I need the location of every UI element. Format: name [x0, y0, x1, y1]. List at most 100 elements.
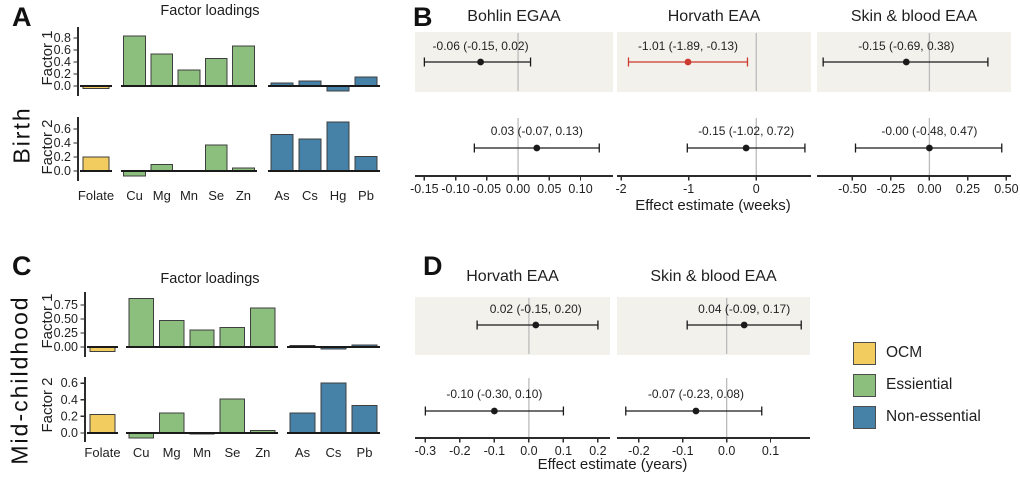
y-tick-label: 0.00	[54, 340, 78, 354]
x-tick-label: 0	[753, 182, 760, 196]
x-category-label: Mn	[180, 188, 198, 203]
estimate-point	[490, 407, 498, 415]
legend-label-non-essential: Non-essential	[886, 408, 981, 425]
bar-Se	[204, 57, 228, 87]
forest-subplot-0: Horvath EAA 0.02 (-0.15, 0.20) -0.10 (-0.3…	[415, 268, 610, 458]
estimate-point	[902, 58, 910, 66]
panel-a-title: Factor loadings	[160, 3, 260, 19]
estimate-annotation: -0.00 (-0.48, 0.47)	[881, 124, 977, 138]
y-tick-label: 0.2	[54, 67, 71, 81]
estimate-annotation: 0.02 (-0.15, 0.20)	[490, 302, 582, 316]
panel-label-b: B	[413, 2, 433, 32]
x-tick-label: 0.1	[555, 444, 572, 458]
forest-subplot-1: Skin & blood EAA 0.04 (-0.09, 0.17) -0.07 …	[617, 268, 810, 458]
bar-As	[270, 134, 294, 172]
x-category-label: Zn	[255, 445, 270, 460]
x-tick-label: 0.05	[537, 182, 561, 196]
estimate-point	[692, 407, 700, 415]
x-category-label: As	[295, 445, 311, 460]
panel-c-midchildhood-factor-loadings: C Factor loadings Mid-childhood 0.00 0.25…	[0, 245, 400, 482]
x-tick-label: 0.25	[956, 182, 980, 196]
panel-b-birth-forest-plots: B Effect estimate (weeks) Bohlin EGAA -0.…	[400, 0, 1020, 232]
x-tick-label: -0.1	[672, 444, 694, 458]
estimate-point	[742, 144, 750, 152]
bar-Se	[219, 326, 246, 348]
x-tick-label: -0.2	[449, 444, 471, 458]
bar-Pb	[351, 405, 378, 434]
estimate-annotation: 0.04 (-0.09, 0.17)	[698, 302, 790, 316]
x-tick-label: 0.00	[506, 182, 530, 196]
estimate-annotation: -0.10 (-0.30, 0.10)	[446, 387, 542, 401]
x-category-label: Mg	[153, 188, 171, 203]
x-tick-label: -0.1	[484, 444, 506, 458]
bar-Hg	[326, 121, 350, 172]
bar-Mg	[158, 412, 185, 434]
x-tick-label: -2	[615, 182, 626, 196]
bar-Mg	[158, 320, 185, 348]
forest-plot-b: Bohlin EGAA -0.06 (-0.15, 0.02) 0.03 (-0.0…	[410, 8, 1018, 196]
bar-Se	[219, 398, 246, 434]
x-category-label: Folate	[78, 188, 114, 203]
forest-plot-d: Horvath EAA 0.02 (-0.15, 0.20) -0.10 (-0.3…	[415, 268, 810, 458]
forest-subplot-title: Horvath EAA	[668, 8, 761, 25]
x-category-label: As	[274, 188, 290, 203]
bar-Pb	[354, 76, 378, 87]
x-category-label: Zn	[236, 188, 251, 203]
y-tick-label: 0.6	[54, 43, 71, 57]
factor-axis-label: Factor 1	[39, 30, 56, 85]
bar-row-midchildhood-factor2: 0.0 0.2 0.4 0.6 Factor 2	[39, 376, 380, 442]
x-category-label: Hg	[330, 188, 347, 203]
legend-label-ocm: OCM	[886, 344, 923, 361]
estimate-annotation: -1.01 (-1.89, -0.13)	[638, 39, 738, 53]
panel-d-midchildhood-forest-plots: D Effect estimate (years) Horvath EAA 0.0…	[400, 245, 855, 482]
bar-Cs	[320, 382, 347, 434]
legend: OCM Essiential Non-essential	[853, 341, 981, 429]
x-category-label: Mn	[193, 445, 211, 460]
estimate-point	[740, 321, 748, 329]
x-tick-label: 0.10	[568, 182, 592, 196]
bar-Se	[204, 144, 228, 172]
estimate-point	[684, 58, 692, 66]
y-tick-label: 0.2	[61, 409, 78, 423]
estimate-annotation: -0.15 (-1.02, 0.72)	[698, 124, 794, 138]
x-tick-label: 0.0	[520, 444, 537, 458]
y-tick-label: 0.0	[61, 426, 78, 440]
panel-c-title: Factor loadings	[160, 271, 260, 287]
forest-subplot-0: Bohlin EGAA -0.06 (-0.15, 0.02) 0.03 (-0.0…	[410, 8, 613, 196]
bar-Folate	[82, 156, 110, 172]
x-tick-label: -0.10	[441, 182, 470, 196]
x-category-label: Cu	[133, 445, 150, 460]
forest-subplot-title: Horvath EAA	[466, 268, 559, 285]
bar-Cs	[298, 138, 322, 172]
x-category-label: Se	[208, 188, 224, 203]
estimate-annotation: -0.07 (-0.23, 0.08)	[648, 387, 744, 401]
x-tick-label: 0.1	[762, 444, 779, 458]
panel-b-x-axis-label: Effect estimate (weeks)	[635, 197, 791, 214]
x-tick-label: -0.05	[473, 182, 502, 196]
bar-Mn	[189, 329, 215, 348]
y-tick-label: 0.4	[61, 393, 78, 407]
legend-swatch-ocm	[853, 341, 876, 365]
y-tick-label: 0.8	[54, 31, 71, 45]
x-tick-label: 0.00	[917, 182, 941, 196]
x-tick-label: -0.2	[628, 444, 650, 458]
y-tick-label: 0.4	[54, 55, 71, 69]
legend-item-ocm: OCM	[853, 341, 981, 365]
panel-a-birth-factor-loadings: A Factor loadings Birth 0.0 0.2 0.4 0.6 0.8 F…	[0, 0, 400, 245]
y-tick-label: 0.6	[61, 376, 78, 390]
x-category-label: Mg	[163, 445, 181, 460]
x-category-label: Folate	[84, 445, 120, 460]
estimate-point	[532, 321, 540, 329]
y-tick-label: 0.25	[54, 326, 78, 340]
x-tick-label: -0.50	[838, 182, 867, 196]
forest-subplot-title: Bohlin EGAA	[467, 8, 561, 25]
estimate-annotation: -0.15 (-0.69, 0.38)	[858, 39, 954, 53]
forest-subplot-title: Skin & blood EAA	[851, 8, 978, 25]
x-tick-label: -0.3	[415, 444, 437, 458]
forest-subplot-1: Horvath EAA -1.01 (-1.89, -0.13) -0.15 (-1…	[615, 8, 811, 196]
